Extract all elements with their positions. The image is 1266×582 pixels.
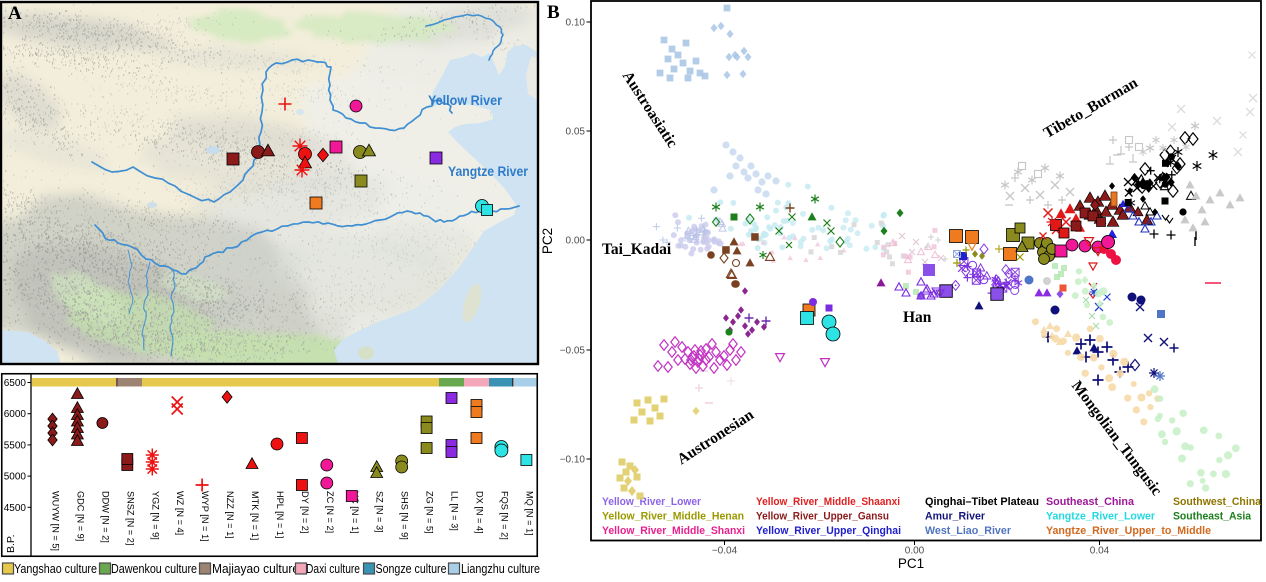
svg-text:Han: Han — [903, 309, 932, 326]
svg-text:0.00: 0.00 — [905, 546, 925, 557]
svg-text:Yangshao culture: Yangshao culture — [14, 561, 97, 576]
svg-text:Yellow_River_Upper_Gansu: Yellow_River_Upper_Gansu — [756, 511, 889, 523]
svg-text:YGZ [N = 9]: YGZ [N = 9] — [150, 491, 160, 540]
svg-text:GDC [N = 9]: GDC [N = 9] — [75, 491, 85, 541]
svg-text:PC1: PC1 — [898, 556, 924, 571]
svg-text:MQ [N = 1]: MQ [N = 1] — [524, 491, 534, 536]
svg-text:DX [N = 4]: DX [N = 4] — [475, 491, 485, 534]
svg-text:DDW [N = 2]: DDW [N = 2] — [100, 491, 110, 543]
svg-text:−0.10: −0.10 — [560, 455, 586, 466]
svg-text:Yellow_River_Middle_Shaanxi: Yellow_River_Middle_Shaanxi — [756, 496, 900, 508]
svg-text:Yellow_River_Lower: Yellow_River_Lower — [602, 496, 702, 508]
svg-text:6000: 6000 — [4, 409, 27, 420]
svg-text:0.10: 0.10 — [566, 18, 586, 29]
svg-text:DY [N = 2]: DY [N = 2] — [300, 491, 310, 533]
svg-text:Majiayao culture: Majiayao culture — [212, 561, 299, 576]
svg-text:Yellow_River_Upper_Qinghai: Yellow_River_Upper_Qinghai — [756, 525, 901, 537]
svg-text:0.04: 0.04 — [1090, 546, 1110, 557]
svg-text:4500: 4500 — [4, 503, 27, 514]
svg-text:SNSZ [N = 2]: SNSZ [N = 2] — [125, 491, 135, 545]
svg-text:ZC [N = 2]: ZC [N = 2] — [325, 491, 335, 533]
svg-text:B.P.: B.P. — [5, 535, 17, 554]
svg-text:YC [N = 1]: YC [N = 1] — [350, 491, 360, 534]
svg-text:Southwest_China: Southwest_China — [1173, 496, 1262, 508]
svg-text:WYP [N = 1]: WYP [N = 1] — [200, 491, 210, 542]
svg-text:Yangtze_River_Upper_to_Middle: Yangtze_River_Upper_to_Middle — [1046, 525, 1211, 537]
svg-text:5000: 5000 — [4, 472, 27, 483]
svg-text:Songze culture: Songze culture — [376, 561, 447, 576]
svg-text:Yellow_River_Middle_Shanxi: Yellow_River_Middle_Shanxi — [602, 525, 745, 537]
svg-text:B: B — [547, 2, 560, 23]
svg-text:−0.05: −0.05 — [560, 346, 586, 357]
svg-text:ZG [N = 5]: ZG [N = 5] — [425, 491, 435, 534]
svg-text:Yangtze River: Yangtze River — [448, 164, 529, 179]
svg-text:6500: 6500 — [4, 378, 27, 389]
svg-text:0.00: 0.00 — [566, 236, 586, 247]
svg-text:Tai_Kadai: Tai_Kadai — [602, 241, 672, 258]
svg-text:Qinghai–Tibet Plateau: Qinghai–Tibet Plateau — [925, 496, 1039, 508]
svg-text:WZ [N = 4]: WZ [N = 4] — [175, 491, 185, 535]
svg-text:Liangzhu culture: Liangzhu culture — [461, 561, 540, 576]
svg-text:Yellow_River_Middle_Henan: Yellow_River_Middle_Henan — [602, 511, 744, 523]
svg-text:Daxi culture: Daxi culture — [306, 561, 360, 576]
svg-text:SHS [N = 9]: SHS [N = 9] — [400, 491, 410, 540]
svg-text:FQS [N = 2]: FQS [N = 2] — [499, 491, 509, 540]
svg-text:Southeast_China: Southeast_China — [1046, 496, 1135, 508]
svg-text:5500: 5500 — [4, 440, 27, 451]
svg-text:0.05: 0.05 — [566, 127, 586, 138]
svg-text:Yellow River: Yellow River — [428, 93, 503, 108]
svg-text:LL [N = 3]: LL [N = 3] — [450, 491, 460, 531]
svg-text:SZ [N = 3]: SZ [N = 3] — [375, 491, 385, 533]
svg-text:Southeast_Asia: Southeast_Asia — [1173, 511, 1252, 523]
svg-text:MTK [N = 1]: MTK [N = 1] — [250, 491, 260, 540]
svg-text:NZZ [N = 1]: NZZ [N = 1] — [225, 491, 235, 539]
svg-text:PC2: PC2 — [540, 228, 555, 254]
svg-text:Amur_River: Amur_River — [925, 511, 986, 523]
svg-text:WUYW [N = 5]: WUYW [N = 5] — [51, 491, 61, 551]
svg-text:Dawenkou culture: Dawenkou culture — [111, 561, 197, 576]
svg-text:West_Liao_River: West_Liao_River — [925, 525, 1012, 537]
svg-text:−0.04: −0.04 — [712, 546, 738, 557]
svg-text:HPL [N = 1]: HPL [N = 1] — [275, 491, 285, 538]
svg-text:Yangtze_River_Lower: Yangtze_River_Lower — [1046, 511, 1156, 523]
svg-text:A: A — [8, 3, 22, 24]
